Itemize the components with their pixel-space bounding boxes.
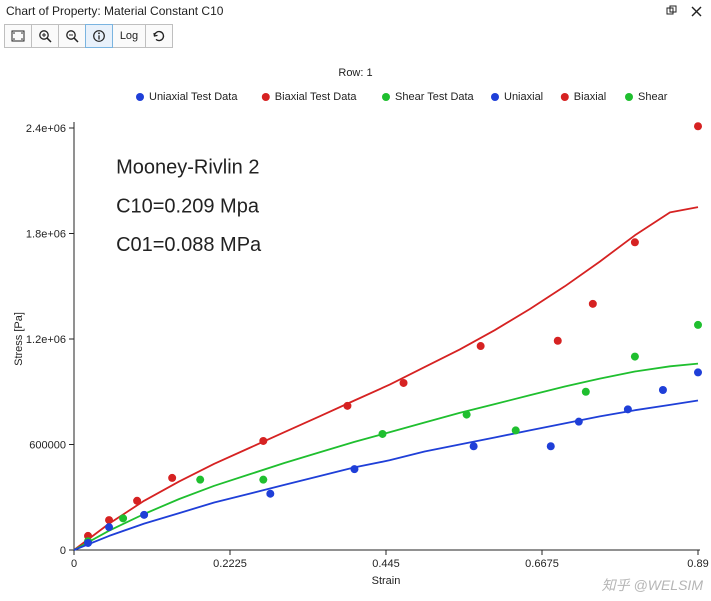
legend-marker [382, 93, 390, 101]
x-axis-title: Strain [372, 575, 401, 587]
y-tick-label: 2.4e+06 [26, 123, 66, 135]
uniaxial-point [547, 442, 555, 450]
shear-point [463, 411, 471, 419]
biaxial-point [133, 497, 141, 505]
legend-label: Biaxial [574, 91, 606, 103]
legend-marker [136, 93, 144, 101]
zoom-out-button[interactable] [58, 24, 86, 48]
log-scale-label: Log [120, 30, 138, 42]
uniaxial-point [694, 368, 702, 376]
y-tick-label: 1.2e+06 [26, 334, 66, 346]
chart-row-title: Row: 1 [338, 67, 372, 79]
chart-toolbar: Log [0, 22, 711, 50]
shear-point [631, 353, 639, 361]
shear-point [582, 388, 590, 396]
window-title: Chart of Property: Material Constant C10 [6, 4, 223, 18]
x-tick-label: 0.445 [372, 558, 400, 570]
legend-label: Shear [638, 91, 668, 103]
legend-label: Biaxial Test Data [275, 91, 358, 103]
log-scale-button[interactable]: Log [112, 24, 146, 48]
x-tick-label: 0.89 [687, 558, 708, 570]
biaxial-point [168, 474, 176, 482]
shear-point [694, 321, 702, 329]
biaxial-point [400, 379, 408, 387]
chart-annotation: Mooney-Rivlin 2 [116, 157, 259, 179]
chart-window: Chart of Property: Material Constant C10… [0, 0, 711, 601]
refresh-button[interactable] [145, 24, 173, 48]
y-tick-label: 1.8e+06 [26, 229, 66, 241]
legend-marker [561, 93, 569, 101]
legend-marker [491, 93, 499, 101]
chart-area: Row: 1 Uniaxial Test Data Biaxial Test Dat… [0, 50, 711, 601]
close-icon[interactable] [687, 2, 705, 20]
shear-point [259, 476, 267, 484]
shear-point [378, 430, 386, 438]
shear-curve [74, 364, 698, 550]
uniaxial-point [350, 465, 358, 473]
uniaxial-point [575, 418, 583, 426]
uniaxial-curve [74, 401, 698, 551]
biaxial-point [589, 300, 597, 308]
biaxial-point [694, 122, 702, 130]
biaxial-point [343, 402, 351, 410]
fit-view-button[interactable] [4, 24, 32, 48]
zoom-in-button[interactable] [31, 24, 59, 48]
window-titlebar: Chart of Property: Material Constant C10 [0, 0, 711, 22]
info-button[interactable] [85, 24, 113, 48]
legend-marker [625, 93, 633, 101]
legend-label: Uniaxial Test Data [149, 91, 238, 103]
shear-point [119, 514, 127, 522]
y-tick-label: 600000 [29, 440, 66, 452]
uniaxial-point [105, 523, 113, 531]
uniaxial-point [140, 511, 148, 519]
y-tick-label: 0 [60, 545, 66, 557]
uniaxial-point [659, 386, 667, 394]
x-tick-label: 0.6675 [525, 558, 559, 570]
biaxial-point [259, 437, 267, 445]
legend-label: Shear Test Data [395, 91, 475, 103]
biaxial-point [105, 516, 113, 524]
biaxial-point [554, 337, 562, 345]
chart-svg: Row: 1 Uniaxial Test Data Biaxial Test Dat… [0, 50, 711, 601]
chart-annotation: C01=0.088 MPa [116, 234, 262, 256]
uniaxial-point [84, 539, 92, 547]
shear-point [512, 426, 520, 434]
uniaxial-point [470, 442, 478, 450]
y-axis-title: Stress [Pa] [13, 312, 25, 366]
x-tick-label: 0.2225 [213, 558, 247, 570]
shear-point [196, 476, 204, 484]
uniaxial-point [266, 490, 274, 498]
detach-icon[interactable] [663, 2, 681, 20]
biaxial-point [477, 342, 485, 350]
chart-annotation: C10=0.209 Mpa [116, 195, 260, 217]
legend-marker [262, 93, 270, 101]
legend-label: Uniaxial [504, 91, 543, 103]
x-tick-label: 0 [71, 558, 77, 570]
uniaxial-point [624, 405, 632, 413]
biaxial-point [631, 238, 639, 246]
